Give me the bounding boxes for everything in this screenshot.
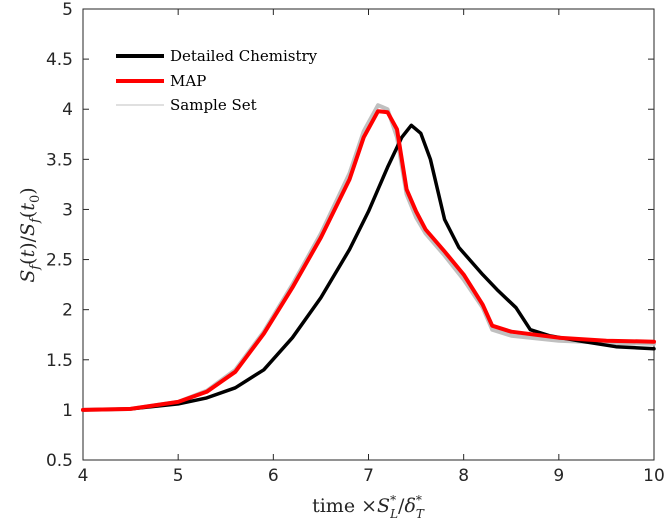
series-lines bbox=[81, 103, 656, 412]
x-tick-label: 8 bbox=[458, 466, 469, 486]
legend-label-detailed-chemistry: Detailed Chemistry bbox=[170, 47, 318, 65]
y-axis-label: Sf(t)/Sf(t0) bbox=[17, 187, 43, 282]
y-tick-label: 1 bbox=[62, 401, 73, 421]
x-tick-label: 7 bbox=[363, 466, 374, 486]
y-tick-label: 4.5 bbox=[46, 50, 73, 70]
y-tick-label: 2 bbox=[62, 301, 73, 321]
legend-label-sample-set: Sample Set bbox=[170, 96, 257, 114]
plot-area bbox=[82, 8, 655, 461]
y-tick-label: 1.5 bbox=[46, 351, 73, 371]
x-tick-label: 9 bbox=[553, 466, 564, 486]
x-tick-label: 5 bbox=[173, 466, 184, 486]
series-line-map bbox=[81, 109, 656, 412]
x-tick-label: 4 bbox=[78, 466, 89, 486]
x-tick-label: 10 bbox=[643, 466, 665, 486]
y-tick-label: 3.5 bbox=[46, 150, 73, 170]
y-tick-label: 2.5 bbox=[46, 251, 73, 271]
axis-ticks: 4 5 6 7 8 9 10 0.5 1 1.5 2 2.5 3 3.5 4 4.5 5 bbox=[46, 0, 665, 486]
y-tick-label: 4 bbox=[62, 100, 73, 120]
y-tick-label: 3 bbox=[62, 200, 73, 220]
y-tick-label: 0.5 bbox=[46, 451, 73, 471]
x-axis-label: time ×S* L/δ* T bbox=[312, 493, 425, 521]
x-tick-label: 6 bbox=[268, 466, 279, 486]
legend-label-map: MAP bbox=[170, 72, 206, 90]
series-line-detailed-chemistry bbox=[81, 123, 656, 412]
legend: Detailed Chemistry MAP Sample Set bbox=[116, 47, 318, 114]
y-tick-label: 5 bbox=[62, 0, 73, 20]
